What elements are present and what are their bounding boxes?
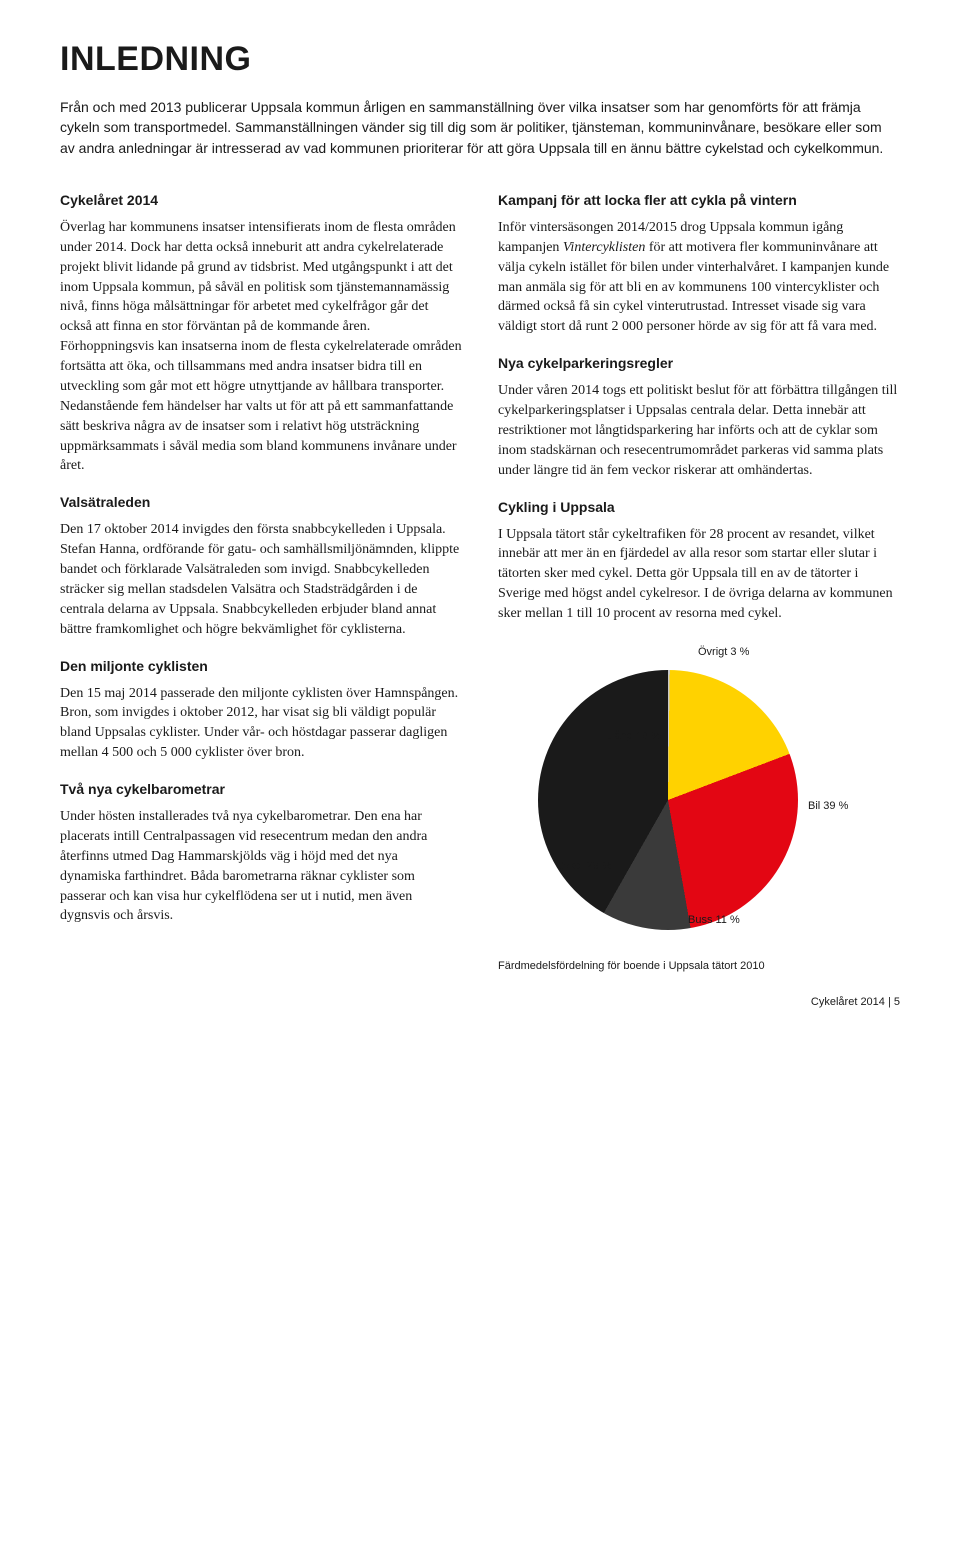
body-cykelparkeringsregler: Under våren 2014 togs ett politiskt besl… <box>498 381 900 480</box>
text-emphasis: Vintercyklisten <box>563 240 645 255</box>
page-footer: Cykelåret 2014 | 5 <box>60 996 900 1008</box>
pie-slice-label: Gång 19 % <box>606 730 661 742</box>
right-column: Kampanj för att locka fler att cykla på … <box>498 186 900 972</box>
body-cykelaret-2014: Överlag har kommunens insatser intensifi… <box>60 218 462 476</box>
pie-slice-label: Buss 11 % <box>688 914 740 926</box>
heading-cykelaret-2014: Cykelåret 2014 <box>60 192 462 208</box>
body-kampanj-vintern: Inför vintersäsongen 2014/2015 drog Upps… <box>498 218 900 337</box>
chart-caption: Färdmedelsfördelning för boende i Uppsal… <box>498 960 900 972</box>
heading-cykling-i-uppsala: Cykling i Uppsala <box>498 499 900 515</box>
body-valsatraleden: Den 17 oktober 2014 invigdes den första … <box>60 520 462 639</box>
heading-valsatraleden: Valsätraleden <box>60 494 462 510</box>
pie-slice-label: Cykel 28 % <box>556 860 612 872</box>
heading-cykelparkeringsregler: Nya cykelparkeringsregler <box>498 355 900 371</box>
body-cykling-i-uppsala: I Uppsala tätort står cykeltrafiken för … <box>498 525 900 624</box>
page-title: INLEDNING <box>60 40 900 79</box>
lede-paragraph: Från och med 2013 publicerar Uppsala kom… <box>60 97 900 158</box>
body-cykelbarometrar: Under hösten installerades två nya cykel… <box>60 807 462 926</box>
two-column-layout: Cykelåret 2014 Överlag har kommunens ins… <box>60 186 900 972</box>
pie-chart: Övrigt 3 % Gång 19 % Cykel 28 % Buss 11 % Bi… <box>498 642 858 952</box>
pie-slice-label: Bil 39 % <box>808 800 848 812</box>
left-column: Cykelåret 2014 Överlag har kommunens ins… <box>60 186 462 972</box>
heading-cykelbarometrar: Två nya cykelbarometrar <box>60 781 462 797</box>
heading-kampanj-vintern: Kampanj för att locka fler att cykla på … <box>498 192 900 208</box>
pie-graphic <box>538 670 798 930</box>
heading-miljonte-cyklisten: Den miljonte cyklisten <box>60 658 462 674</box>
pie-slice-label: Övrigt 3 % <box>698 646 749 658</box>
body-miljonte-cyklisten: Den 15 maj 2014 passerade den miljonte c… <box>60 684 462 764</box>
